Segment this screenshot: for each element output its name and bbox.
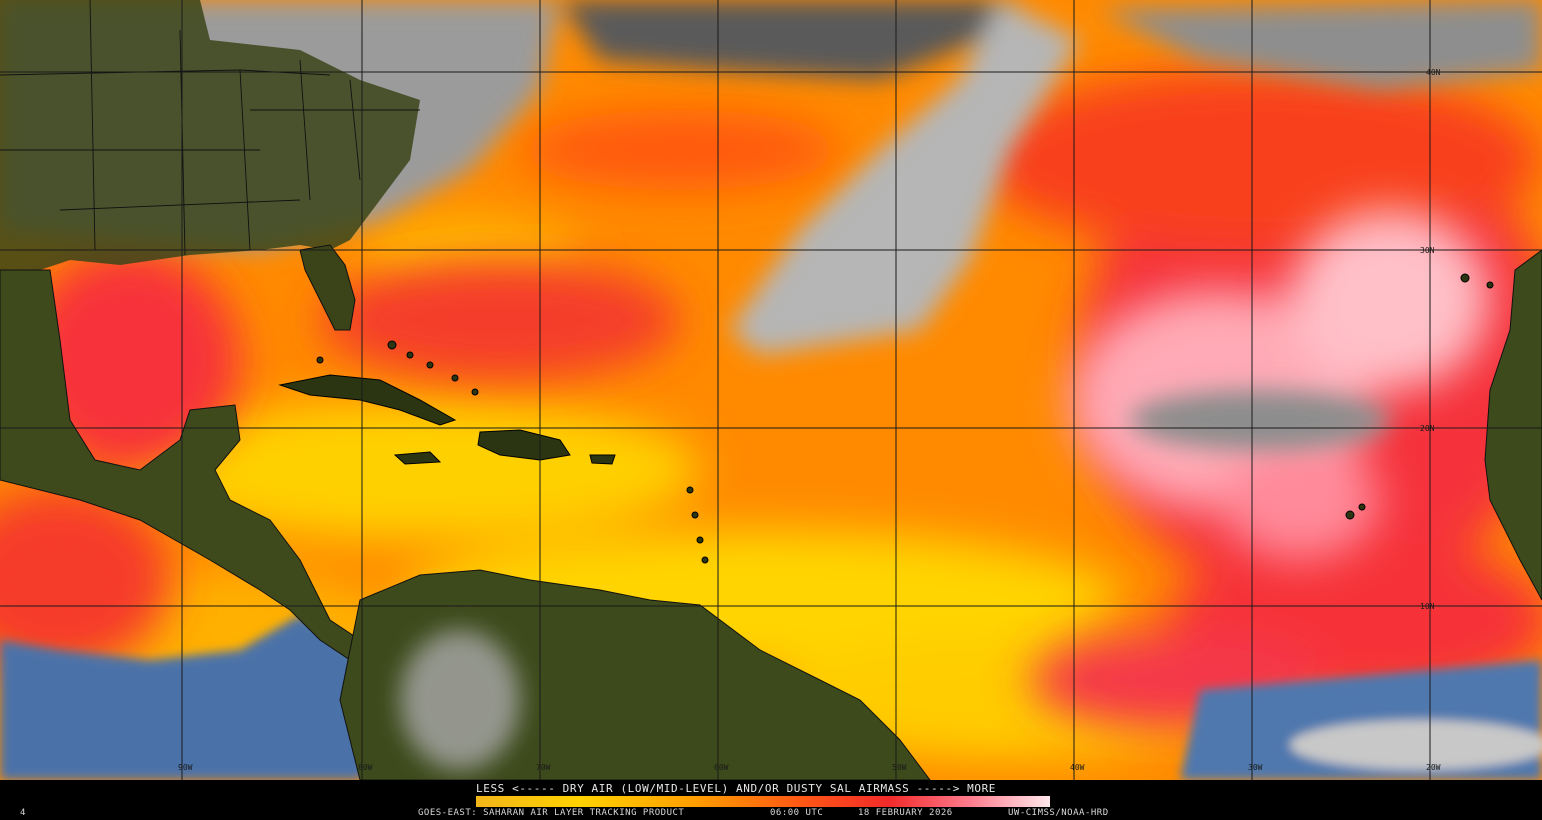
caribbean-islands — [278, 340, 709, 564]
lon-label-30w: 30W — [1248, 763, 1263, 772]
north-america — [0, 0, 420, 661]
state-borders — [0, 0, 420, 256]
lat-lon-grid — [0, 0, 1542, 780]
legend-title: LESS <----- DRY AIR (LOW/MID-LEVEL) AND/… — [476, 782, 997, 795]
footer-credit: UW-CIMSS/NOAA-HRD — [1008, 808, 1109, 818]
satellite-map: 40N 30N 20N 10N 90W 80W 70W 60W 50W 40W … — [0, 0, 1542, 780]
footer-date: 18 FEBRUARY 2026 — [858, 808, 953, 818]
lat-label-40n: 40N — [1426, 68, 1441, 77]
africa — [1345, 249, 1542, 601]
lat-label-30n: 30N — [1420, 246, 1435, 255]
lat-label-20n: 20N — [1420, 424, 1435, 433]
footer-time: 06:00 UTC — [770, 808, 824, 818]
lon-label-40w: 40W — [1070, 763, 1085, 772]
footer-left-mark: 4 — [20, 808, 26, 818]
legend-panel: LESS <----- DRY AIR (LOW/MID-LEVEL) AND/… — [0, 780, 1542, 820]
lon-label-80w: 80W — [358, 763, 373, 772]
lon-label-90w: 90W — [178, 763, 193, 772]
legend-color-bar — [476, 796, 1050, 807]
footer-product: GOES-EAST: SAHARAN AIR LAYER TRACKING PR… — [418, 808, 685, 818]
lat-label-10n: 10N — [1420, 602, 1435, 611]
south-america — [339, 569, 931, 780]
lon-label-70w: 70W — [536, 763, 551, 772]
clear-ocean — [0, 615, 1542, 780]
lon-label-20w: 20W — [1426, 763, 1441, 772]
lon-label-50w: 50W — [892, 763, 907, 772]
lon-label-60w: 60W — [714, 763, 729, 772]
